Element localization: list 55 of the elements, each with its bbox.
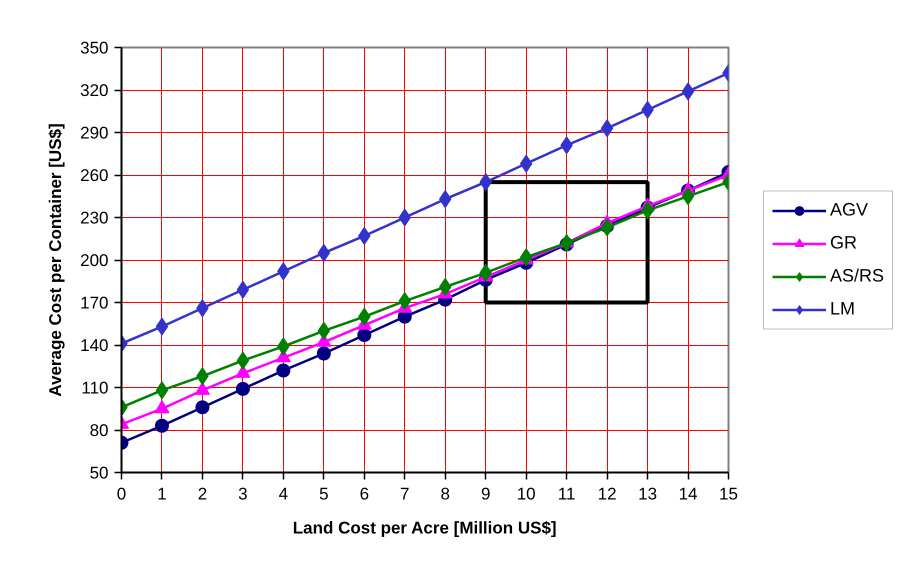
x-tick-label: 6: [360, 484, 370, 504]
y-tick-label: 350: [80, 38, 109, 58]
x-tick-label: 3: [238, 484, 248, 504]
legend-label: AGV: [830, 200, 868, 220]
point: [682, 82, 694, 100]
y-tick-label: 320: [80, 81, 109, 100]
x-tick-label: 14: [678, 484, 698, 504]
point: [195, 400, 210, 414]
point: [357, 328, 372, 342]
y-tick-label: 290: [80, 124, 109, 142]
point: [236, 280, 250, 299]
point: [560, 136, 573, 154]
x-tick-label: 2: [198, 484, 208, 504]
x-tick-label: 7: [400, 484, 410, 504]
x-tick-label: 4: [278, 484, 288, 504]
legend-label: AS/RS: [830, 266, 884, 286]
y-tick-label: 200: [80, 251, 109, 270]
point: [277, 262, 290, 280]
point: [641, 201, 654, 220]
point: [316, 346, 331, 360]
y-tick-label: 80: [90, 421, 109, 440]
point: [600, 119, 614, 138]
point: [276, 364, 290, 378]
point: [277, 337, 290, 356]
point: [560, 234, 573, 252]
x-tick-label: 10: [516, 484, 536, 504]
x-tick-label: 1: [157, 484, 167, 504]
legend-label: LM: [830, 298, 856, 320]
point: [156, 318, 168, 336]
point: [682, 187, 694, 206]
x-tick-label: 12: [598, 484, 617, 504]
point: [154, 418, 169, 433]
x-tick-label: 11: [558, 484, 576, 504]
y-tick-label: 170: [80, 294, 109, 312]
y-tick-label: 50: [90, 464, 109, 482]
x-tick-label: 13: [638, 484, 658, 504]
x-axis-title: Land Cost per Acre [Million US$]: [292, 518, 557, 538]
legend-label: GR: [830, 232, 857, 254]
x-tick-label: 15: [719, 484, 738, 504]
point: [236, 382, 250, 396]
point: [236, 352, 250, 370]
y-tick-label: 260: [80, 166, 109, 185]
point: [600, 218, 614, 236]
point: [156, 381, 168, 400]
point: [196, 367, 209, 386]
y-tick-label: 140: [80, 336, 109, 355]
point: [196, 299, 209, 318]
y-tick-label: 110: [81, 378, 109, 398]
x-tick-label: 5: [319, 484, 329, 504]
y-tick-label: 230: [80, 208, 109, 228]
point: [641, 100, 654, 119]
x-tick-label: 0: [116, 484, 126, 504]
x-tick-label: 9: [480, 484, 490, 504]
y-axis-title: Average Cost per Container [US$]: [46, 123, 66, 397]
x-tick-label: 8: [440, 484, 450, 504]
